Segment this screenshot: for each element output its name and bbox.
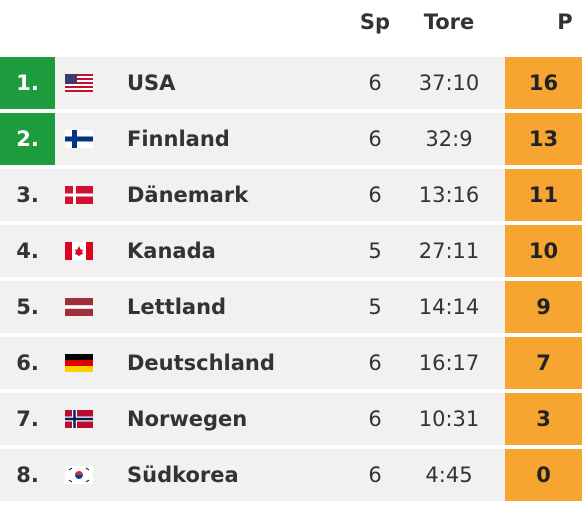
- points: 16: [505, 57, 582, 109]
- rank: 2.: [0, 113, 55, 165]
- points: 10: [505, 225, 582, 277]
- rank: 4.: [16, 239, 39, 263]
- header-tore: Tore: [423, 10, 475, 34]
- goals: 14:14: [418, 295, 480, 319]
- goals: 10:31: [418, 407, 480, 431]
- flag: [65, 186, 93, 204]
- rank: 6.: [16, 351, 39, 375]
- table-row: 8. Südkorea 6 4:45 0: [0, 449, 582, 501]
- flag: [65, 298, 93, 316]
- games-played: 6: [368, 351, 382, 375]
- rank: 7.: [16, 407, 39, 431]
- goals: 27:11: [418, 239, 480, 263]
- table-row: 4. Kanada 5 27:11 10: [0, 225, 582, 277]
- table-row: 1. USA 6 37:10 16: [0, 57, 582, 109]
- points: 9: [505, 281, 582, 333]
- country-name: Südkorea: [127, 463, 239, 487]
- table-row: 7. Norwegen 6 10:31 3: [0, 393, 582, 445]
- games-played: 6: [368, 183, 382, 207]
- flag: [65, 466, 93, 484]
- header-sp: Sp: [359, 10, 391, 34]
- points: 7: [505, 337, 582, 389]
- country-name: Kanada: [127, 239, 216, 263]
- games-played: 6: [368, 407, 382, 431]
- flag: [65, 242, 93, 260]
- goals: 37:10: [418, 71, 480, 95]
- games-played: 6: [368, 127, 382, 151]
- goals: 4:45: [425, 463, 473, 487]
- points: 11: [505, 169, 582, 221]
- points: 3: [505, 393, 582, 445]
- games-played: 5: [368, 295, 382, 319]
- rank: 5.: [16, 295, 39, 319]
- country-name: Dänemark: [127, 183, 249, 207]
- rank: 3.: [16, 183, 39, 207]
- games-played: 6: [368, 71, 382, 95]
- country-name: Lettland: [127, 295, 227, 319]
- points: 0: [505, 449, 582, 501]
- table-row: 6. Deutschland 6 16:17 7: [0, 337, 582, 389]
- games-played: 6: [368, 463, 382, 487]
- header-points: P: [557, 10, 573, 34]
- flag: [65, 354, 93, 372]
- table-row: 5. Lettland 5 14:14 9: [0, 281, 582, 333]
- country-name: Deutschland: [127, 351, 275, 375]
- country-name: USA: [127, 71, 176, 95]
- table-row: 2. Finnland 6 32:9 13: [0, 113, 582, 165]
- rank: 1.: [0, 57, 55, 109]
- flag: [65, 74, 93, 92]
- country-name: Norwegen: [127, 407, 248, 431]
- flag: [65, 410, 93, 428]
- games-played: 5: [368, 239, 382, 263]
- goals: 32:9: [425, 127, 473, 151]
- country-name: Finnland: [127, 127, 230, 151]
- table-row: 3. Dänemark 6 13:16 11: [0, 169, 582, 221]
- rank: 8.: [16, 463, 39, 487]
- goals: 13:16: [418, 183, 480, 207]
- points: 13: [505, 113, 582, 165]
- flag: [65, 130, 93, 148]
- goals: 16:17: [418, 351, 480, 375]
